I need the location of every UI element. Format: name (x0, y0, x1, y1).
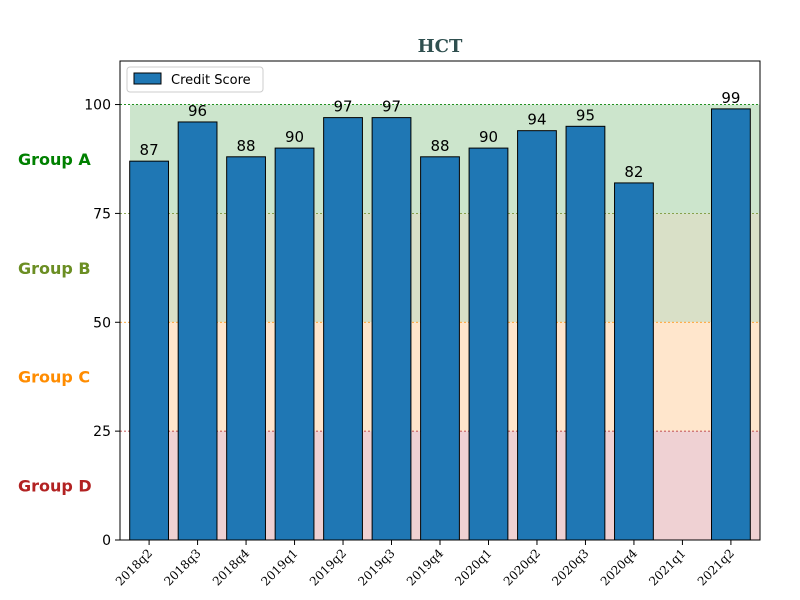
x-tick-label: 2018q3 (161, 546, 203, 588)
bar-value-label: 95 (576, 106, 595, 124)
bar-value-label: 88 (430, 137, 449, 155)
x-tick-label: 2020q1 (452, 546, 494, 588)
group-d-label: Group D (18, 477, 92, 496)
bar-value-label: 97 (333, 98, 352, 116)
bar-2018q2 (129, 160, 169, 541)
y-tick-label: 50 (93, 315, 111, 331)
y-tick-label: 0 (102, 533, 111, 549)
y-tick-label: 75 (93, 206, 111, 222)
bar-value-label: 99 (721, 89, 740, 107)
x-tick-label: 2019q2 (307, 546, 349, 588)
y-tick-label: 100 (84, 98, 111, 114)
x-tick-label: 2018q2 (113, 546, 155, 588)
group-b-label: Group B (18, 259, 91, 278)
bar-value-label: 82 (624, 163, 643, 181)
legend-label: Credit Score (171, 73, 251, 88)
bar-2019q4 (420, 156, 460, 541)
x-tick-label: 2021q2 (695, 546, 737, 588)
x-tick-label: 2020q3 (549, 546, 591, 588)
group-c-label: Group C (18, 368, 90, 387)
bar-value-label: 88 (237, 137, 256, 155)
bar-value-label: 96 (188, 102, 207, 120)
x-tick-label: 2019q4 (404, 546, 447, 589)
bar-2019q2 (323, 117, 363, 541)
x-tick-label: 2020q2 (501, 546, 543, 588)
bar-2020q1 (468, 147, 509, 541)
bar-2021q2 (711, 108, 751, 541)
group-a-label: Group A (18, 150, 91, 169)
bar-value-label: 90 (479, 128, 498, 146)
bar-value-label: 94 (527, 111, 546, 129)
x-tick-label: 2021q1 (646, 546, 688, 588)
bar-2020q4 (614, 182, 654, 541)
bar-value-label: 87 (140, 141, 159, 159)
chart-title: HCT (418, 36, 463, 57)
bar-value-label: 90 (285, 128, 304, 146)
x-tick-label: 2019q1 (258, 546, 300, 588)
bar-2018q3 (177, 121, 218, 541)
bar-2019q1 (274, 147, 315, 541)
bar-2020q2 (517, 130, 557, 541)
legend: Credit Score (126, 66, 264, 93)
x-tick-label: 2020q4 (598, 546, 641, 589)
bar-2020q3 (565, 125, 606, 541)
legend-swatch (133, 72, 162, 85)
bar-2018q4 (226, 156, 266, 541)
y-tick-label: 25 (93, 424, 111, 440)
bars: 87 96 88 90 97 97 88 90 94 95 82 99 (129, 89, 751, 541)
bar-2019q3 (371, 117, 412, 541)
x-tick-label: 2018q4 (210, 546, 253, 589)
x-tick-label: 2019q3 (355, 546, 397, 588)
bar-value-label: 97 (382, 98, 401, 116)
